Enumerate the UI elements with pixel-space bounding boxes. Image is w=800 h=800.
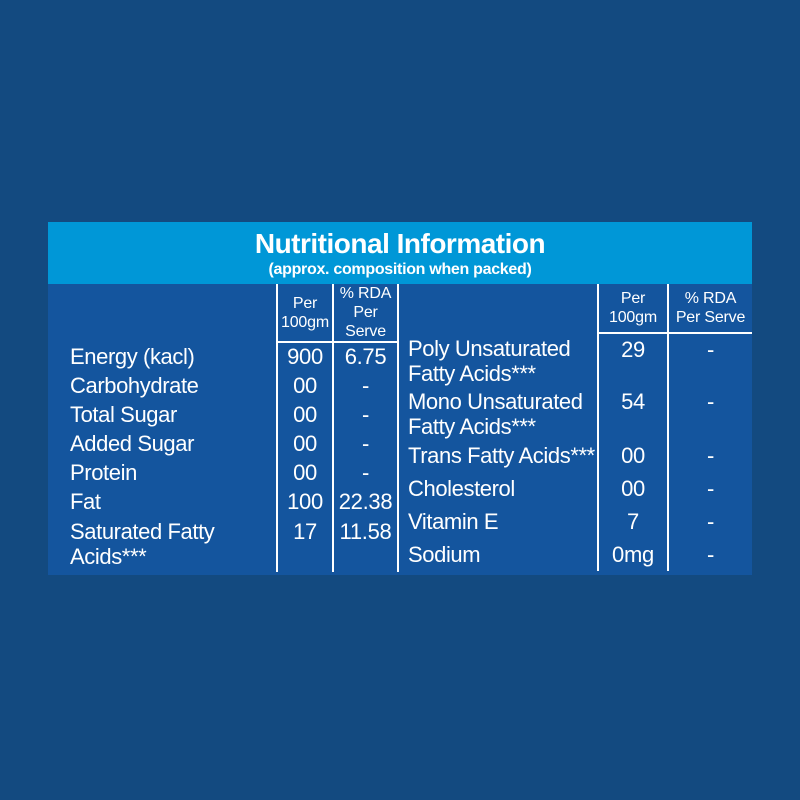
left-nutrition-table: Per 100gm % RDA Per Serve Energy (kacl) …: [48, 284, 399, 572]
rda-value: -: [333, 400, 399, 429]
per-100gm-value: 7: [598, 505, 669, 538]
rda-value: -: [706, 475, 715, 501]
rda-value: -: [706, 442, 715, 468]
nutrient-label: Total Sugar: [70, 402, 177, 427]
table-row: Trans Fatty Acids*** 00 -: [398, 439, 752, 472]
rda-value: -: [333, 429, 399, 458]
table-row: Carbohydrate 00 -: [48, 371, 399, 400]
empty-header-cell: [398, 284, 599, 333]
per-100gm-value: 00: [598, 439, 669, 472]
panel-title: Nutritional Information: [254, 227, 546, 259]
rda-value: -: [333, 458, 399, 487]
panel-header: Nutritional Information (approx. composi…: [48, 222, 752, 284]
per-header-line1: Per: [292, 294, 318, 312]
rda-value: 6.75: [333, 342, 399, 371]
nutrient-label: Added Sugar: [70, 431, 195, 456]
rda-header-line2: Per Serve: [675, 309, 746, 326]
rda-header-line1: % RDA: [339, 285, 392, 302]
per-100gm-value: 900: [277, 342, 334, 371]
left-table-header-row: Per 100gm % RDA Per Serve: [48, 284, 399, 343]
right-nutrition-table: Per 100gm % RDA Per Serve Poly Unsaturat…: [398, 284, 752, 571]
table-row: Sodium 0mg -: [398, 538, 752, 571]
rda-header-line2: Per Serve: [345, 304, 386, 340]
per-100gm-value: 00: [277, 458, 334, 487]
nutrient-label: Energy (kacl): [70, 344, 195, 369]
nutrition-panel: Nutritional Information (approx. composi…: [48, 222, 752, 575]
table-row: Mono Unsaturated Fatty Acids*** 54 -: [398, 386, 752, 439]
rda-value: 11.58: [333, 516, 399, 572]
nutrient-label: Carbohydrate: [70, 373, 199, 398]
per-100gm-value: 00: [277, 429, 334, 458]
table-row: Cholesterol 00 -: [398, 472, 752, 505]
nutrient-label: Cholesterol: [408, 476, 515, 501]
nutrient-label: Mono Unsaturated: [408, 389, 583, 414]
per-100gm-header: Per 100gm: [277, 284, 334, 343]
right-table-header-row: Per 100gm % RDA Per Serve: [398, 284, 752, 334]
rda-value: 22.38: [333, 487, 399, 516]
table-row: Energy (kacl) 900 6.75: [48, 342, 399, 371]
panel-subtitle: (approx. composition when packed): [268, 260, 532, 278]
nutrient-label-line2: Acids***: [70, 544, 147, 569]
nutrient-label: Protein: [70, 460, 137, 485]
table-area: Per 100gm % RDA Per Serve Energy (kacl) …: [48, 284, 752, 575]
rda-per-serve-header: % RDA Per Serve: [333, 284, 399, 343]
nutrient-label: Fat: [70, 489, 101, 514]
rda-value: -: [706, 337, 715, 362]
rda-value: -: [706, 389, 715, 414]
empty-header-cell: [48, 284, 278, 342]
rda-value: -: [706, 541, 715, 567]
rda-value: -: [706, 508, 715, 534]
table-row: Vitamin E 7 -: [398, 505, 752, 538]
per-100gm-header: Per 100gm: [598, 284, 669, 334]
table-row: Fat 100 22.38: [48, 487, 399, 516]
per-100gm-value: 00: [277, 371, 334, 400]
rda-per-serve-header: % RDA Per Serve: [668, 284, 752, 334]
table-row: Saturated Fatty Acids*** 17 11.58: [48, 516, 399, 572]
nutrient-label: Trans Fatty Acids***: [408, 443, 595, 468]
rda-header-line1: % RDA: [684, 290, 737, 307]
per-header-line2: 100gm: [609, 309, 657, 326]
per-100gm-value: 17: [277, 516, 334, 572]
nutrient-label: Vitamin E: [408, 509, 499, 534]
per-header-line2: 100gm: [281, 313, 329, 331]
per-100gm-value: 100: [277, 487, 334, 516]
nutrient-label-line2: Fatty Acids***: [408, 414, 536, 439]
rda-value: -: [333, 371, 399, 400]
table-row: Total Sugar 00 -: [48, 400, 399, 429]
per-100gm-value: 54: [598, 386, 669, 439]
nutrient-label: Poly Unsaturated: [408, 336, 571, 361]
nutrient-label-line2: Fatty Acids***: [408, 361, 536, 386]
per-100gm-value: 29: [598, 333, 669, 386]
nutrient-label: Saturated Fatty: [70, 519, 215, 544]
per-100gm-value: 00: [277, 400, 334, 429]
per-100gm-value: 0mg: [598, 538, 669, 571]
per-header-line1: Per: [620, 290, 646, 307]
table-row: Added Sugar 00 -: [48, 429, 399, 458]
nutrient-label: Sodium: [408, 542, 481, 567]
table-row: Poly Unsaturated Fatty Acids*** 29 -: [398, 333, 752, 386]
per-100gm-value: 00: [598, 472, 669, 505]
table-row: Protein 00 -: [48, 458, 399, 487]
